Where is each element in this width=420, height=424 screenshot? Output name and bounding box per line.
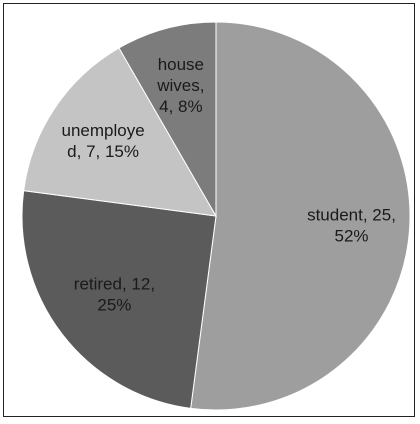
pie-labels: student, 25, 52% retired, 12, 25% unemploye d…: [62, 55, 396, 315]
slice-label-retired: retired, 12, 25%: [74, 274, 155, 314]
pie-slice-retired: [21, 190, 217, 409]
pie-slice-house-wives: [118, 21, 217, 218]
slice-label-unemployed: unemploye d, 7, 15%: [62, 121, 145, 161]
pie-slice-student: [190, 21, 411, 411]
pie-slices: [21, 21, 411, 411]
slice-label-student: student, 25, 52%: [307, 205, 396, 245]
slice-label-house-wives: house wives, 4, 8%: [156, 55, 204, 116]
pie-slice-unemployed: [23, 47, 217, 217]
